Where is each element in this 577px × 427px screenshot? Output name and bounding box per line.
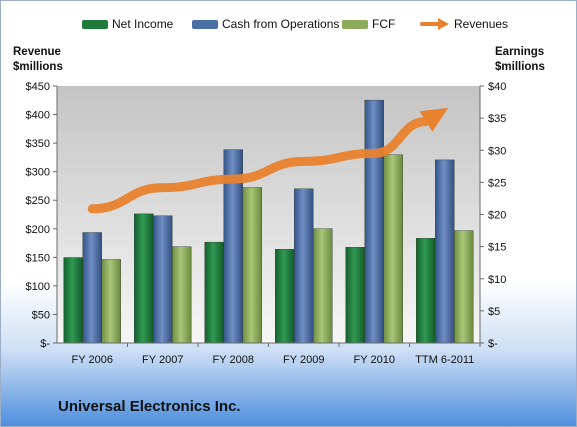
legend: Net Income Cash from Operations FCF Reve… bbox=[0, 14, 577, 34]
x-tick-label: FY 2006 bbox=[72, 354, 113, 366]
bars-group bbox=[63, 99, 474, 344]
left-tick-label: $400 bbox=[26, 110, 50, 122]
left-axis-title-line1: Revenue bbox=[13, 46, 61, 58]
left-axis-title: Revenue $millions bbox=[13, 45, 63, 75]
right-axis-title-line1: Earnings bbox=[495, 46, 545, 58]
bar-fcf bbox=[101, 259, 121, 344]
legend-swatch-cash-from-operations bbox=[192, 19, 218, 29]
legend-item-fcf: FCF bbox=[342, 14, 395, 34]
bar-cash-from-operations bbox=[294, 188, 314, 344]
left-tick-label: $450 bbox=[26, 81, 50, 93]
right-tick-label: $- bbox=[488, 338, 498, 350]
bar-fcf bbox=[383, 154, 403, 344]
right-tick-label: $15 bbox=[488, 242, 506, 254]
revenue-line bbox=[87, 117, 431, 214]
left-tick-label: $250 bbox=[26, 195, 50, 207]
bar-net-income bbox=[275, 248, 295, 344]
left-tick-label: $350 bbox=[26, 138, 50, 150]
bar-fcf bbox=[242, 187, 262, 344]
bar-net-income bbox=[63, 257, 83, 344]
bar-net-income bbox=[345, 247, 365, 344]
bar-net-income bbox=[416, 238, 436, 344]
right-axis-title-line2: $millions bbox=[495, 61, 545, 73]
x-tick-label: FY 2009 bbox=[283, 354, 324, 366]
legend-label-fcf: FCF bbox=[372, 17, 396, 31]
x-tick-label: FY 2007 bbox=[142, 354, 183, 366]
right-axis-title: Earnings $millions bbox=[495, 45, 545, 75]
right-tick-label: $25 bbox=[488, 177, 506, 189]
legend-swatch-net-income bbox=[82, 19, 108, 29]
legend-item-net-income: Net Income bbox=[82, 14, 173, 34]
bar-cash-from-operations bbox=[153, 215, 173, 344]
x-tick-label: FY 2010 bbox=[354, 354, 395, 366]
legend-arrow-revenues bbox=[420, 18, 449, 30]
legend-swatch-fcf bbox=[342, 19, 368, 29]
right-tick-label: $35 bbox=[488, 113, 506, 125]
right-tick-label: $5 bbox=[488, 306, 500, 318]
revenue-arrowhead bbox=[419, 107, 449, 132]
bar-cash-from-operations bbox=[435, 159, 455, 344]
x-tick-label: TTM 6-2011 bbox=[415, 354, 474, 366]
legend-item-cash-from-operations: Cash from Operations bbox=[192, 14, 339, 34]
bar-net-income bbox=[134, 213, 154, 344]
right-tick-label: $20 bbox=[488, 210, 506, 222]
chart-title: Universal Electronics Inc. bbox=[58, 398, 241, 415]
left-tick-label: $- bbox=[40, 338, 50, 350]
left-tick-label: $100 bbox=[26, 281, 50, 293]
legend-label-cash-from-operations: Cash from Operations bbox=[222, 17, 340, 31]
left-tick-label: $300 bbox=[26, 167, 50, 179]
x-tick-label: FY 2008 bbox=[213, 354, 254, 366]
right-tick-label: $30 bbox=[488, 145, 506, 157]
right-tick-label: $10 bbox=[488, 274, 506, 286]
left-axis-title-line2: $millions bbox=[13, 61, 63, 73]
bar-fcf bbox=[313, 228, 333, 344]
left-tick-label: $150 bbox=[26, 252, 50, 264]
bar-fcf bbox=[454, 230, 474, 344]
right-tick-label: $40 bbox=[488, 81, 506, 93]
bar-fcf bbox=[172, 246, 192, 344]
legend-item-revenues: Revenues bbox=[420, 14, 508, 34]
legend-label-revenues: Revenues bbox=[454, 17, 509, 31]
left-tick-label: $200 bbox=[26, 224, 50, 236]
bar-net-income bbox=[204, 241, 224, 344]
bar-cash-from-operations bbox=[364, 99, 384, 344]
axes-group: $- $50 $100 $150 $200 $250 $300 $350 $400 $450 $- $… bbox=[26, 81, 507, 366]
left-tick-label: $50 bbox=[32, 309, 50, 321]
bar-cash-from-operations bbox=[82, 232, 102, 344]
revenue-line-group bbox=[87, 107, 449, 214]
legend-label-net-income: Net Income bbox=[112, 17, 174, 31]
